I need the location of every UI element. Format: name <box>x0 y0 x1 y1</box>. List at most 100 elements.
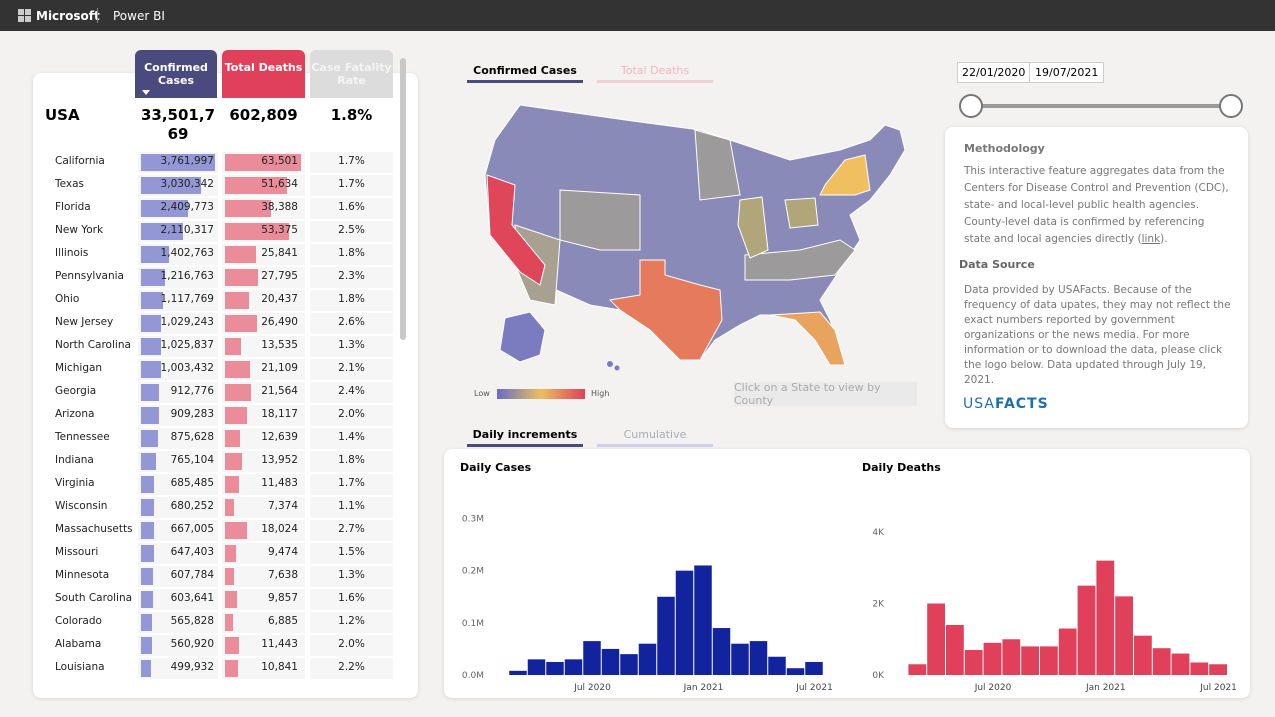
map-tab[interactable]: Confirmed Cases <box>467 64 583 83</box>
rate-value: 2.4% <box>338 385 365 397</box>
date-start[interactable]: 22/01/2020 <box>957 62 1031 83</box>
bar <box>546 661 564 675</box>
cases-bar <box>141 430 159 447</box>
deaths-bar <box>225 614 234 631</box>
cases-value: 603,641 <box>170 592 214 604</box>
bar <box>1096 560 1115 675</box>
row-bg <box>310 520 393 541</box>
row-bg <box>222 497 305 518</box>
cases-value: 607,784 <box>170 569 214 581</box>
rate-value: 1.7% <box>338 477 365 489</box>
row-bg <box>310 382 393 403</box>
deaths-bar <box>225 476 239 493</box>
cases-bar <box>141 568 153 585</box>
state-name: Georgia <box>55 385 97 397</box>
row-bg <box>310 451 393 472</box>
map-tab[interactable]: Total Deaths <box>597 64 713 83</box>
rate-value: 1.3% <box>338 339 365 351</box>
state-name: Massachusetts <box>55 523 133 535</box>
row-bg <box>138 612 218 633</box>
map-state[interactable] <box>486 174 546 286</box>
rate-value: 1.8% <box>338 247 365 259</box>
bar <box>657 596 675 675</box>
deaths-value: 63,501 <box>261 155 298 167</box>
legend-low: Low <box>474 389 490 398</box>
row-bg <box>310 313 393 334</box>
divider <box>97 8 98 23</box>
cases-bar <box>141 453 157 470</box>
deaths-value: 7,638 <box>267 569 298 581</box>
bar <box>1190 662 1209 675</box>
cases-value: 1,402,763 <box>160 247 214 259</box>
slider-handle[interactable] <box>1219 94 1243 118</box>
date-end[interactable]: 19/07/2021 <box>1029 62 1105 83</box>
deaths-value: 12,639 <box>261 431 298 443</box>
state-name: Arizona <box>55 408 95 420</box>
deaths-value: 9,857 <box>267 592 298 604</box>
column-header[interactable]: Total Deaths <box>222 50 305 98</box>
bar <box>1058 628 1077 675</box>
bar <box>601 648 620 675</box>
cases-value: 647,403 <box>170 546 214 558</box>
legend-gradient <box>497 389 585 399</box>
deaths-bar <box>225 568 235 585</box>
bar <box>509 670 527 675</box>
bar <box>712 628 731 675</box>
map-state[interactable] <box>559 189 641 251</box>
bar <box>564 659 583 675</box>
map-state[interactable] <box>744 239 856 281</box>
cases-value: 912,776 <box>170 385 214 397</box>
rate-value: 1.1% <box>338 500 365 512</box>
deaths-bar <box>225 246 256 263</box>
x-tick-label: Jan 2021 <box>683 683 724 693</box>
scrollbar[interactable] <box>400 58 406 340</box>
row-bg <box>310 612 393 633</box>
map-state[interactable] <box>737 196 769 259</box>
map-hawaii[interactable] <box>607 361 613 367</box>
chart-title: Daily Deaths <box>862 461 941 474</box>
chart-tab[interactable]: Daily increments <box>467 428 583 447</box>
bar <box>749 641 768 675</box>
bar <box>675 570 694 675</box>
bar <box>527 659 546 675</box>
cases-value: 499,932 <box>170 661 214 673</box>
cases-bar <box>141 154 215 171</box>
deaths-bar <box>225 430 241 447</box>
state-name: Colorado <box>55 615 102 627</box>
map-state[interactable] <box>784 197 819 229</box>
cases-value: 2,110,317 <box>160 224 214 236</box>
logo-part: USA <box>963 396 995 412</box>
map-hawaii[interactable] <box>614 365 620 371</box>
chart-tab[interactable]: Cumulative <box>597 428 713 447</box>
deaths-bar <box>225 499 234 516</box>
top-bar: Microsoft Power BI <box>0 0 1275 31</box>
rate-value: 1.8% <box>338 293 365 305</box>
methodology-title: Methodology <box>964 142 1045 155</box>
deaths-value: 11,443 <box>261 638 298 650</box>
map-state[interactable] <box>694 129 741 201</box>
ms-logo <box>18 9 31 22</box>
cases-value: 1,117,769 <box>160 293 214 305</box>
row-bg <box>310 589 393 610</box>
source-text: Data provided by USAFacts. Because of th… <box>964 284 1231 386</box>
map-state[interactable] <box>819 154 871 196</box>
x-tick-label: Jul 2020 <box>974 683 1012 693</box>
map-state[interactable] <box>608 259 723 361</box>
state-name: Ohio <box>55 293 80 305</box>
row-bg <box>138 451 218 472</box>
map-alaska[interactable] <box>499 311 546 363</box>
rate-value: 2.6% <box>338 316 365 328</box>
deaths-bar <box>225 315 257 332</box>
total-rate: 1.8% <box>330 106 373 124</box>
bar <box>786 668 805 675</box>
slider-handle[interactable] <box>959 94 983 118</box>
map-state[interactable] <box>769 311 846 366</box>
cases-value: 680,252 <box>170 500 214 512</box>
link[interactable]: link <box>1141 233 1161 245</box>
rate-value: 2.2% <box>338 661 365 673</box>
y-tick-label: 0.2M <box>462 567 484 577</box>
brand: Microsoft <box>36 9 100 23</box>
column-header[interactable]: Case Fatality Rate <box>310 50 393 98</box>
logo[interactable]: USAFACTS <box>963 396 1049 412</box>
rate-value: 1.5% <box>338 546 365 558</box>
